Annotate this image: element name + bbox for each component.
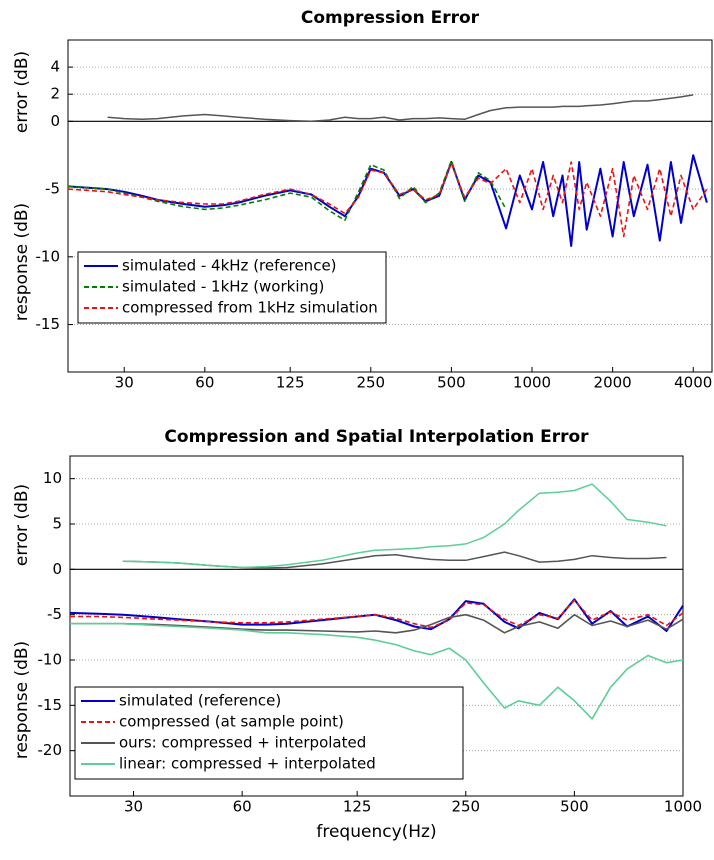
y-axis-label: response (dB)	[12, 641, 32, 759]
legend-label: compressed from 1kHz simulation	[122, 299, 378, 317]
chart-title: Compression Error	[301, 8, 480, 28]
error-line	[107, 94, 694, 123]
x-tick-label: 1000	[664, 798, 702, 816]
legend-label: ours: compressed + interpolated	[119, 734, 366, 752]
y-axis-label: error (dB)	[12, 484, 32, 566]
x-tick-label: 250	[356, 374, 385, 392]
response-line	[70, 599, 684, 629]
response-line	[67, 159, 507, 221]
legend-label: compressed (at sample point)	[119, 713, 344, 731]
chart-title: Compression and Spatial Interpolation Er…	[164, 427, 589, 447]
y-tick-label: 5	[52, 515, 62, 533]
legend-box	[77, 251, 387, 324]
response-line	[70, 622, 684, 720]
y-tick-label: 10	[43, 469, 62, 487]
x-tick-label: 500	[437, 374, 466, 392]
legend-label: simulated - 1kHz (working)	[122, 278, 324, 296]
y-tick-label: -10	[36, 247, 61, 265]
x-axis-label: frequency(Hz)	[316, 822, 436, 842]
x-tick-label: 125	[343, 798, 372, 816]
legend-label: linear: compressed + interpolated	[119, 755, 376, 773]
legend-box	[74, 686, 464, 780]
y-tick-label: -10	[38, 651, 63, 669]
y-tick-label: -15	[38, 696, 63, 714]
x-tick-label: 1000	[513, 374, 551, 392]
error-line	[122, 483, 667, 569]
y-tick-label: -15	[36, 315, 61, 333]
x-tick-label: 30	[124, 798, 143, 816]
response-line	[70, 613, 684, 634]
x-tick-label: 250	[451, 798, 480, 816]
x-tick-label: 500	[560, 798, 589, 816]
y-tick-label: 2	[50, 85, 60, 103]
y-tick-label: 0	[50, 112, 60, 130]
x-tick-label: 4000	[674, 374, 712, 392]
x-tick-label: 60	[195, 374, 214, 392]
y-tick-label: 4	[50, 58, 60, 76]
legend-label: simulated - 4kHz (reference)	[122, 257, 337, 275]
y-tick-label: -5	[47, 605, 62, 623]
legend-label: simulated (reference)	[119, 692, 281, 710]
y-axis-label: response (dB)	[12, 203, 32, 321]
x-tick-label: 2000	[594, 374, 632, 392]
response-line	[67, 161, 708, 238]
y-tick-label: 0	[52, 560, 62, 578]
y-tick-label: -20	[38, 741, 63, 759]
response-line	[67, 154, 708, 247]
x-tick-label: 30	[115, 374, 134, 392]
y-axis-label: error (dB)	[12, 51, 32, 133]
y-tick-label: -5	[45, 180, 60, 198]
x-tick-label: 125	[276, 374, 305, 392]
x-tick-label: 60	[233, 798, 252, 816]
